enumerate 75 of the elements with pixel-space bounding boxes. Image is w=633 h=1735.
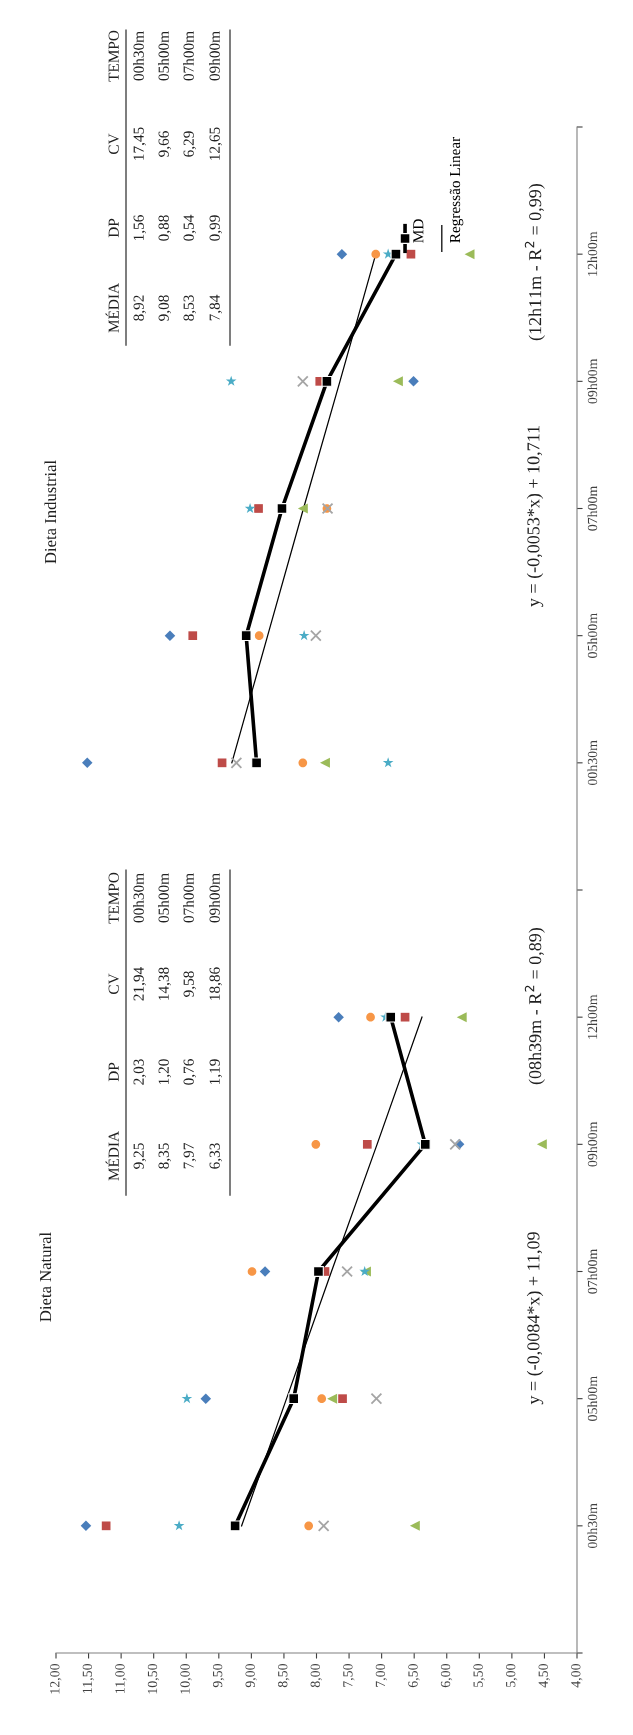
- annotation: 8,35: [158, 1143, 172, 1169]
- annotation: CV: [108, 133, 119, 154]
- y-tick-label: 12h00m: [587, 994, 598, 1039]
- annotation: 05h00m: [158, 873, 169, 923]
- x-tick-label: 6,00: [440, 1663, 453, 1688]
- annotation: 12,65: [209, 127, 223, 160]
- annotation: 18,86: [209, 967, 223, 1000]
- x-tick-label: 4,50: [538, 1663, 550, 1688]
- y-tick-label: 00h30m: [587, 740, 598, 786]
- y-tick-label: 07h00m: [587, 485, 598, 531]
- annotation: (12h11m - R$^{2}$ = 0,99): [524, 183, 545, 341]
- annotation: 07h00m: [183, 873, 194, 923]
- text: 09h00m: [209, 31, 220, 81]
- annotation: 21,94: [133, 967, 147, 1001]
- x-tick-label: 9,00: [245, 1663, 257, 1688]
- annotation: y = (-0,0084*x) + 11,09: [526, 1232, 544, 1405]
- annotation: 1,20: [158, 1059, 172, 1085]
- annotation: 7,97: [183, 1143, 197, 1169]
- annotation: 0,54: [183, 214, 197, 241]
- annotation: DP: [108, 1062, 119, 1082]
- y-tick-label: 07h00m: [587, 1248, 598, 1294]
- x-tick-label: 11,00: [115, 1663, 127, 1693]
- annotation: 8,53: [183, 295, 197, 321]
- text: 05h00m: [158, 31, 169, 81]
- x-tick-label: 8,50: [278, 1663, 290, 1688]
- x-tick-label: 5,50: [473, 1663, 485, 1687]
- y-tick-label: 12h00m: [587, 231, 598, 276]
- text: Dieta Natural: [39, 1232, 52, 1322]
- y-tick-label: 09h00m: [587, 1121, 598, 1167]
- x-tick-label: 9,50: [212, 1663, 225, 1688]
- y-tick-label: 09h00m: [587, 358, 598, 404]
- annotation: (08h39m - R$^{2}$ = 0,89): [524, 927, 545, 1085]
- x-tick-label: 4,00: [571, 1663, 583, 1688]
- x-tick-label: 11,50: [82, 1663, 95, 1693]
- annotation: 9,08: [158, 295, 172, 321]
- annotation: 17,45: [133, 127, 147, 160]
- annotation: MÉDIA: [105, 1131, 119, 1181]
- text: 07h00m: [183, 31, 194, 81]
- annotation: 00h30m: [133, 873, 144, 923]
- annotation: 9,58: [183, 971, 197, 997]
- y-tick-label: 00h30m: [587, 1503, 598, 1549]
- x-tick-label: 7,50: [343, 1663, 355, 1687]
- x-tick-label: 12,00: [50, 1663, 62, 1694]
- annotation: 0,88: [158, 215, 172, 241]
- text: 00h30m: [133, 31, 144, 81]
- text: TEMPO: [108, 30, 119, 82]
- x-tick-label: 8,00: [310, 1663, 322, 1688]
- annotation: 0,99: [209, 215, 223, 241]
- x-tick-label: 6,50: [408, 1663, 420, 1688]
- annotation: 1,19: [209, 1059, 223, 1085]
- annotation: CV: [108, 973, 119, 994]
- legend-label: MD: [413, 219, 424, 243]
- annotation: MÉDIA: [105, 283, 119, 333]
- annotation: 14,38: [158, 967, 172, 1000]
- annotation: y = (-0,0053*x) + 10,711: [526, 426, 544, 607]
- annotation: TEMPO: [108, 872, 119, 924]
- x-tick-label: 5,00: [505, 1663, 518, 1687]
- y-tick-label: 05h00m: [587, 613, 598, 658]
- x-tick-label: 7,00: [375, 1663, 388, 1687]
- annotation: 2,03: [133, 1059, 147, 1085]
- annotation: Dieta Industrial: [44, 460, 57, 564]
- annotation: 6,33: [209, 1143, 223, 1169]
- annotation: 8,92: [133, 295, 147, 321]
- x-tick-label: 10,00: [180, 1663, 192, 1694]
- annotation: DP: [108, 218, 119, 238]
- annotation: 0,76: [183, 1059, 197, 1085]
- text: Regressão Linear: [449, 136, 464, 243]
- annotation: 7,84: [209, 294, 223, 321]
- annotation: 6,29: [183, 131, 197, 157]
- annotation: 9,66: [158, 131, 172, 157]
- x-tick-label: 10,50: [147, 1663, 160, 1694]
- y-tick-label: 05h00m: [587, 1376, 598, 1421]
- annotation: 1,56: [133, 215, 147, 241]
- annotation: 09h00m: [209, 873, 220, 923]
- annotation: 9,25: [133, 1143, 147, 1169]
